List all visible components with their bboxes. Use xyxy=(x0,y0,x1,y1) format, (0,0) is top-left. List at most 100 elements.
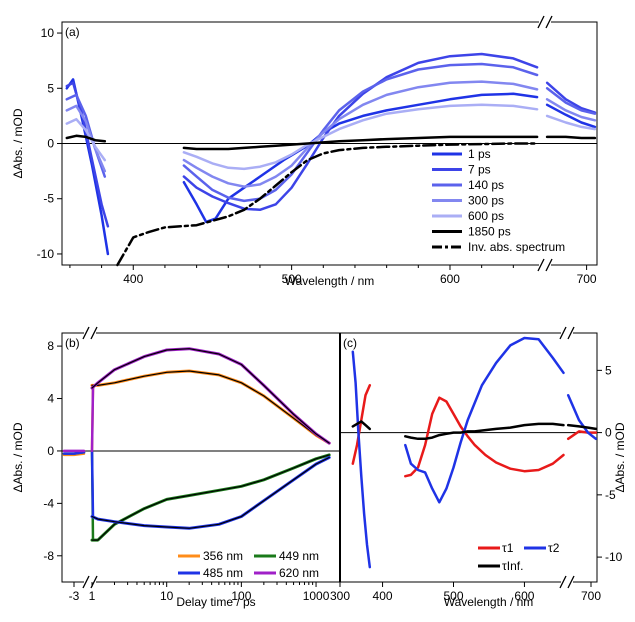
legend-entry: 140 ps xyxy=(468,178,504,192)
series-line-4 xyxy=(65,117,107,162)
series-line-1 xyxy=(351,350,372,569)
series-line-5 xyxy=(182,135,539,151)
series-line-6 xyxy=(116,142,539,267)
y-axis-label: ΔAbs. / mOD xyxy=(11,422,25,492)
series-rise-3 xyxy=(90,386,95,453)
legend-entry: 7 ps xyxy=(468,163,491,177)
x-axis-label: Wavelength / nm xyxy=(444,595,534,609)
legend-entry: Inv. abs. spectrum xyxy=(468,240,565,254)
x-tick-label: 500 xyxy=(282,272,302,286)
axis-break-mark xyxy=(567,575,575,589)
y-axis-label: ΔAbs. / mOD xyxy=(613,422,627,492)
y-tick-label: -5 xyxy=(605,488,616,502)
axis-break-mark xyxy=(90,326,98,340)
axis-break-mark xyxy=(82,326,90,340)
x-tick-label: 1000 xyxy=(303,589,330,603)
fit-line-3 xyxy=(91,348,330,444)
fit-line-2 xyxy=(91,456,330,529)
x-axis-label: Wavelength / nm xyxy=(285,274,375,288)
y-tick-label: -10 xyxy=(605,550,623,564)
x-tick-label: -3 xyxy=(69,589,80,603)
series-line-5 xyxy=(65,134,107,143)
axis-break-mark xyxy=(559,575,567,589)
y-tick-label: 10 xyxy=(41,26,55,40)
series-pre-2 xyxy=(62,451,86,455)
y-tick-label: -8 xyxy=(43,549,54,563)
legend-entry: 600 ps xyxy=(468,209,504,223)
series-line-4 xyxy=(545,114,597,131)
axis-break-mark xyxy=(545,258,553,272)
panel-label: (b) xyxy=(65,336,80,350)
series-line-2 xyxy=(404,422,565,441)
panel-label: (c) xyxy=(343,336,357,350)
series-line-2 xyxy=(566,423,598,431)
x-axis-label: Delay time / ps xyxy=(176,595,255,609)
y-tick-label: 0 xyxy=(47,137,54,151)
y-tick-label: 4 xyxy=(47,392,54,406)
series-line-3 xyxy=(90,347,331,445)
x-tick-label: 100 xyxy=(231,589,251,603)
y-tick-label: -10 xyxy=(37,247,55,261)
axis-break-mark xyxy=(82,575,90,589)
series-line-0 xyxy=(545,103,597,129)
series-line-3 xyxy=(545,98,597,122)
x-tick-label: 400 xyxy=(123,272,143,286)
panel-a: 400 500 600 700 -10 -5 0 5 10 Wavelength / nm ΔAbs… xyxy=(11,14,598,288)
plot-frame xyxy=(61,332,341,583)
x-tick-label: 500 xyxy=(443,589,463,603)
y-tick-label: 5 xyxy=(47,81,54,95)
series-line-2 xyxy=(545,87,597,115)
y-tick-label: 5 xyxy=(605,363,612,377)
legend-entry: 1 ps xyxy=(468,147,491,161)
legend-entry: 300 ps xyxy=(468,194,504,208)
panel-b: -3 1 10 100 1000 -8 -4 0 4 8 Delay time / ps ΔAbs. … xyxy=(11,325,341,609)
x-tick-label: 1 xyxy=(89,589,96,603)
x-tick-label: 700 xyxy=(577,272,597,286)
fit-line-0 xyxy=(91,370,330,444)
x-tick-label: 400 xyxy=(373,589,393,603)
x-tick-label: 600 xyxy=(440,272,460,286)
legend-entry: 1850 ps xyxy=(468,225,511,239)
series-line-0 xyxy=(351,384,372,465)
x-tick-label: 700 xyxy=(581,589,601,603)
series-pre-0 xyxy=(62,452,86,457)
axis-break-gap xyxy=(539,257,551,273)
y-tick-label: 8 xyxy=(47,339,54,353)
series-rise-2 xyxy=(90,449,95,518)
legend-entry: 356 nm xyxy=(203,549,243,563)
y-tick-label: -5 xyxy=(43,192,54,206)
series-line-3 xyxy=(65,104,107,173)
series-line-5 xyxy=(545,135,597,140)
series-line-2 xyxy=(351,420,372,431)
axis-break-mark xyxy=(537,258,545,272)
fit-line-1 xyxy=(91,454,330,541)
series-line-0 xyxy=(566,430,598,441)
legend-entry: 620 nm xyxy=(279,566,319,580)
y-tick-label: 0 xyxy=(47,444,54,458)
axis-break-gap xyxy=(561,574,573,590)
legend-entry: τ1 xyxy=(502,541,514,555)
series-line-1 xyxy=(182,52,539,212)
series-line-4 xyxy=(182,103,539,171)
x-tick-label: 300 xyxy=(330,589,350,603)
legend-entry: 485 nm xyxy=(203,566,243,580)
series-line-1 xyxy=(404,336,565,504)
axis-break-gap xyxy=(561,325,573,341)
axis-break-gap xyxy=(539,14,551,30)
axis-break-mark xyxy=(545,15,553,29)
axis-break-mark xyxy=(559,326,567,340)
panel-label: (a) xyxy=(65,25,80,39)
panel-c: 300 400 500 600 700 -10 -5 0 5 Wavelength / nm ΔAb… xyxy=(330,325,627,609)
legend-entry: 449 nm xyxy=(279,549,319,563)
legend-entry: τ2 xyxy=(548,541,560,555)
y-tick-label: 0 xyxy=(605,426,612,440)
y-axis-label: ΔAbs. / mOD xyxy=(11,108,25,178)
series-line-0 xyxy=(90,369,331,445)
x-tick-label: 10 xyxy=(160,589,174,603)
axis-break-gap xyxy=(84,574,96,590)
legend-entry: τInf. xyxy=(502,559,523,573)
axis-break-mark xyxy=(537,15,545,29)
axis-break-gap xyxy=(84,325,96,341)
x-tick-label: 600 xyxy=(514,589,534,603)
